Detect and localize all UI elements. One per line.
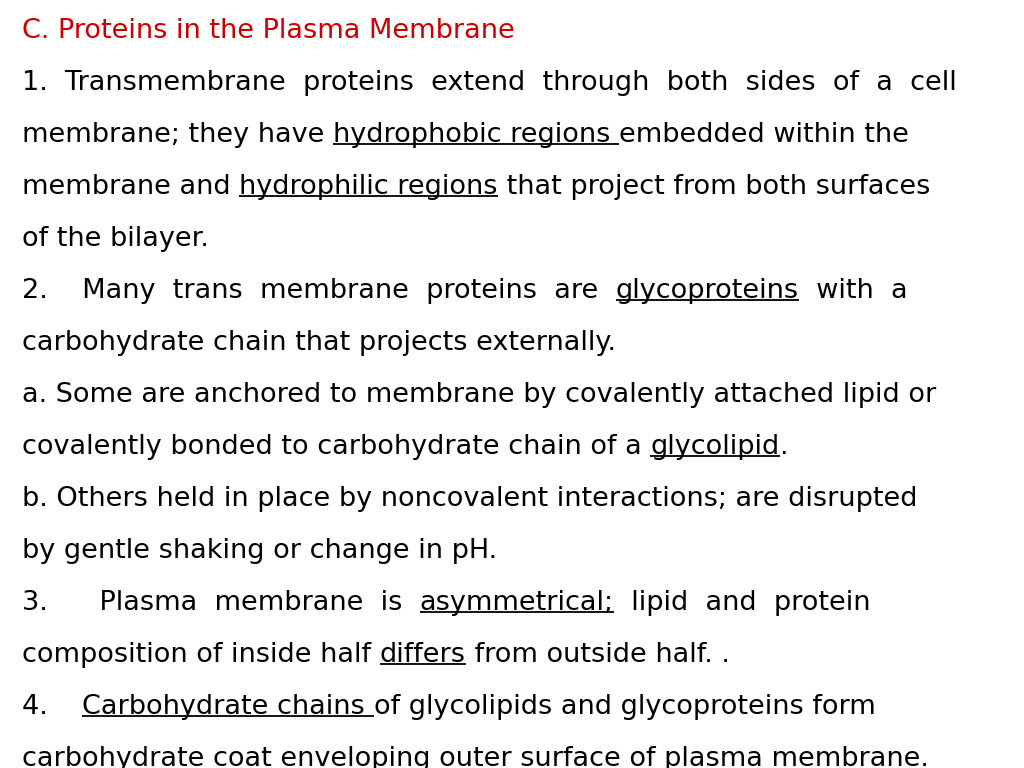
Text: covalently bonded to carbohydrate chain of a: covalently bonded to carbohydrate chain … bbox=[22, 434, 650, 460]
Text: embedded within the: embedded within the bbox=[618, 122, 909, 148]
Text: of glycolipids and glycoproteins form: of glycolipids and glycoproteins form bbox=[374, 694, 876, 720]
Text: membrane; they have: membrane; they have bbox=[22, 122, 333, 148]
Text: b. Others held in place by noncovalent interactions; are disrupted: b. Others held in place by noncovalent i… bbox=[22, 486, 918, 512]
Text: differs: differs bbox=[380, 642, 466, 668]
Text: that project from both surfaces: that project from both surfaces bbox=[498, 174, 930, 200]
Text: C. Proteins in the Plasma Membrane: C. Proteins in the Plasma Membrane bbox=[22, 18, 515, 44]
Text: 1.  Transmembrane  proteins  extend  through  both  sides  of  a  cell: 1. Transmembrane proteins extend through… bbox=[22, 70, 956, 96]
Text: 4.: 4. bbox=[22, 694, 82, 720]
Text: composition of inside half: composition of inside half bbox=[22, 642, 380, 668]
Text: of the bilayer.: of the bilayer. bbox=[22, 226, 209, 252]
Text: .: . bbox=[779, 434, 788, 460]
Text: hydrophilic regions: hydrophilic regions bbox=[240, 174, 498, 200]
Text: membrane and: membrane and bbox=[22, 174, 240, 200]
Text: from outside half. .: from outside half. . bbox=[466, 642, 729, 668]
Text: lipid  and  protein: lipid and protein bbox=[613, 590, 870, 616]
Text: by gentle shaking or change in pH.: by gentle shaking or change in pH. bbox=[22, 538, 497, 564]
Text: 3.      Plasma  membrane  is: 3. Plasma membrane is bbox=[22, 590, 420, 616]
Text: with  a: with a bbox=[799, 278, 907, 304]
Text: glycolipid: glycolipid bbox=[650, 434, 779, 460]
Text: asymmetrical;: asymmetrical; bbox=[420, 590, 613, 616]
Text: a. Some are anchored to membrane by covalently attached lipid or: a. Some are anchored to membrane by cova… bbox=[22, 382, 936, 408]
Text: Carbohydrate chains: Carbohydrate chains bbox=[82, 694, 374, 720]
Text: carbohydrate coat enveloping outer surface of plasma membrane.: carbohydrate coat enveloping outer surfa… bbox=[22, 746, 929, 768]
Text: 2.    Many  trans  membrane  proteins  are: 2. Many trans membrane proteins are bbox=[22, 278, 615, 304]
Text: hydrophobic regions: hydrophobic regions bbox=[333, 122, 618, 148]
Text: glycoproteins: glycoproteins bbox=[615, 278, 799, 304]
Text: carbohydrate chain that projects externally.: carbohydrate chain that projects externa… bbox=[22, 330, 616, 356]
